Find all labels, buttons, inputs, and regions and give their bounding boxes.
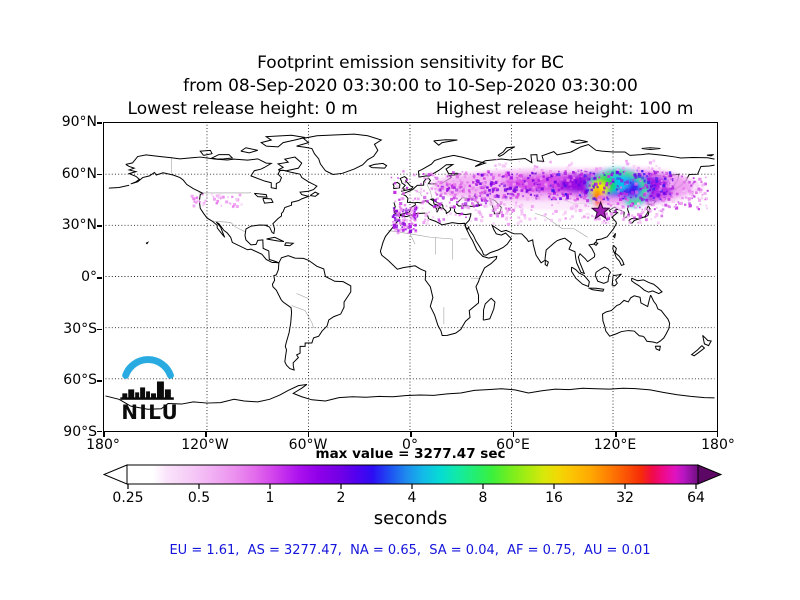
x-tick: [410, 432, 412, 437]
cb-tick-1: 1: [265, 490, 275, 506]
cb-tick-4: 4: [407, 490, 417, 506]
y-tick: [97, 430, 102, 432]
x-tick: [615, 432, 617, 437]
lat-label-60s: 60°S: [63, 372, 97, 388]
cb-tick-0.25: 0.25: [112, 490, 144, 506]
region-totals-text: EU = 1.61, AS = 3277.47, NA = 0.65, SA =…: [169, 543, 651, 558]
x-tick: [307, 432, 309, 437]
y-tick: [97, 277, 102, 279]
lon-label-60w: 60°W: [288, 437, 328, 453]
figure-title: Footprint emission sensitivity for BC: [257, 53, 564, 73]
lon-label-180w: 180°: [86, 437, 120, 453]
release-height-line: Lowest release height: 0 m Highest relea…: [103, 98, 718, 120]
lat-label-0: 0°: [81, 269, 97, 285]
nilu-logo-text: NILU: [121, 401, 179, 424]
lon-label-120e: 120°E: [593, 437, 637, 453]
highest-release-height-label: Highest release height: 100 m: [435, 99, 694, 119]
lat-label-90s: 90°S: [63, 424, 97, 440]
emission-sensitivity-speckles: [190, 158, 709, 235]
max-value-text: max value = 3277.47 sec: [315, 446, 506, 462]
figure-subtitle-period: from 08-Sep-2020 03:30:00 to 10-Sep-2020…: [183, 76, 638, 96]
colorbar-gradient-bar: [126, 464, 699, 485]
colorbar: [103, 464, 723, 489]
y-tick: [97, 225, 102, 227]
colorbar-left-arrow: [103, 464, 128, 485]
colorbar-right-arrow: [697, 464, 723, 485]
lon-label-60e: 60°E: [496, 437, 530, 453]
lowest-release-height-label: Lowest release height: 0 m: [127, 99, 358, 119]
x-tick: [716, 432, 718, 437]
lon-label-120w: 120°W: [181, 437, 229, 453]
colorbar-unit-label: seconds: [373, 508, 448, 529]
y-tick: [97, 328, 102, 330]
release-location-star-icon: [590, 200, 611, 220]
y-tick: [97, 122, 102, 124]
colorbar-tick-marks: [127, 484, 697, 489]
coastlines: [105, 133, 715, 410]
lat-label-60n: 60°N: [61, 166, 97, 182]
x-tick: [205, 432, 207, 437]
cb-tick-32: 32: [616, 490, 634, 506]
x-tick: [103, 432, 105, 437]
cb-tick-0.5: 0.5: [187, 490, 211, 506]
nilu-logo: NILU: [120, 356, 179, 424]
lat-label-30n: 30°N: [61, 217, 97, 233]
cb-tick-64: 64: [687, 490, 705, 506]
lon-label-0: 0°: [402, 437, 418, 453]
nilu-logo-skyline-icon: [120, 381, 174, 400]
world-map-plot: NILU: [103, 122, 718, 432]
x-tick: [512, 432, 514, 437]
lat-label-30s: 30°S: [63, 321, 97, 337]
cb-tick-16: 16: [545, 490, 563, 506]
nilu-logo-arc-icon: [122, 356, 174, 379]
lon-label-180e: 180°: [701, 437, 735, 453]
cb-tick-8: 8: [478, 490, 488, 506]
y-tick: [97, 173, 102, 175]
map-svg: NILU: [105, 123, 715, 430]
lat-label-90n: 90°N: [61, 114, 97, 130]
y-tick: [97, 380, 102, 382]
cb-tick-2: 2: [336, 490, 346, 506]
